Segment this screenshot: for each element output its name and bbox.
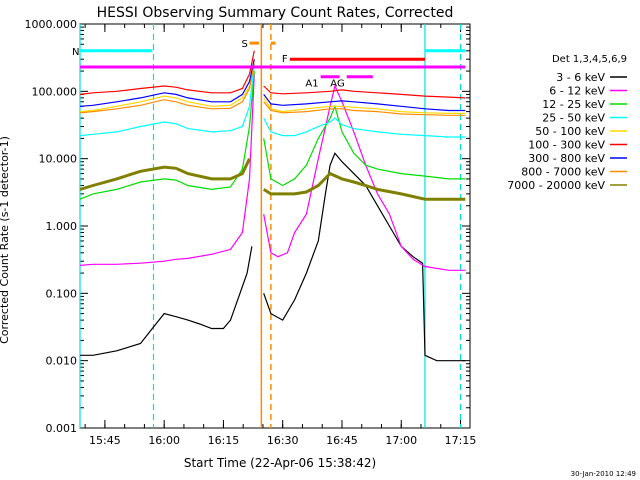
y-tick-label: 1000.000 (25, 18, 78, 31)
legend-entry-label: 7000 - 20000 keV (507, 179, 605, 192)
series-line-0 (263, 152, 466, 362)
x-tick-label: 16:15 (208, 434, 240, 447)
x-tick-label: 16:00 (148, 434, 180, 447)
series-line-1 (79, 74, 255, 266)
series-line-5 (79, 50, 255, 95)
x-tick-label: 17:15 (445, 434, 477, 447)
y-tick-label: 0.001 (46, 422, 78, 435)
legend-title: Det 1,3,4,5,6,9 (552, 54, 627, 65)
series-line-7 (79, 63, 255, 114)
legend-entry-label: 3 - 6 keV (556, 71, 605, 84)
series-line-8 (262, 171, 466, 201)
series-line-2 (263, 104, 466, 187)
plot-frame (79, 23, 471, 429)
flag-label: N (72, 47, 79, 58)
series-line-2 (79, 71, 255, 200)
y-tick-label: 10.000 (39, 153, 78, 166)
footer-timestamp: 30-Jan-2010 12:49 (571, 470, 636, 478)
x-tick-label: 17:00 (385, 434, 417, 447)
series-line-4 (79, 59, 255, 113)
series-line-7 (263, 101, 466, 116)
legend-entry-label: 50 - 100 keV (535, 125, 605, 138)
flag-label: AG (330, 79, 344, 90)
series-line-4 (263, 97, 466, 114)
series-line-3 (79, 64, 255, 137)
series-line-0 (80, 246, 253, 356)
flag-label: A1 (305, 79, 318, 90)
y-axis-label: Corrected Count Rate (s-1 detector-1) (0, 136, 11, 344)
series-line-3 (263, 117, 466, 138)
y-tick-label: 1.000 (46, 220, 78, 233)
legend-entry-label: 100 - 300 keV (528, 139, 605, 152)
x-axis-label: Start Time (22-Apr-06 15:38:42) (184, 456, 376, 470)
plot-area: 1000.000 100.000 10.000 1.000 0.100 0.010 0.00… (25, 18, 477, 447)
series-line-1 (263, 84, 466, 271)
x-tick-label: 16:30 (267, 434, 299, 447)
y-tick-label: 100.000 (32, 85, 78, 98)
legend-entry-label: 800 - 7000 keV (521, 166, 605, 179)
series-line-6 (263, 94, 466, 112)
series-line-6 (79, 59, 255, 107)
flag-label: S (242, 39, 248, 50)
series-line-8 (79, 158, 251, 191)
y-tick-label: 0.100 (46, 287, 78, 300)
legend-entry-label: 300 - 800 keV (528, 152, 605, 165)
legend-entry-label: 6 - 12 keV (549, 85, 605, 98)
x-tick-label: 15:45 (89, 434, 121, 447)
legend-entry-label: 12 - 25 keV (542, 98, 605, 111)
y-tick-label: 0.010 (46, 355, 78, 368)
series-line-5 (263, 85, 466, 99)
chart-title: HESSI Observing Summary Count Rates, Cor… (97, 5, 454, 21)
x-tick-label: 16:45 (326, 434, 358, 447)
legend-entry-label: 25 - 50 keV (542, 112, 605, 125)
flag-label: F (282, 54, 288, 65)
